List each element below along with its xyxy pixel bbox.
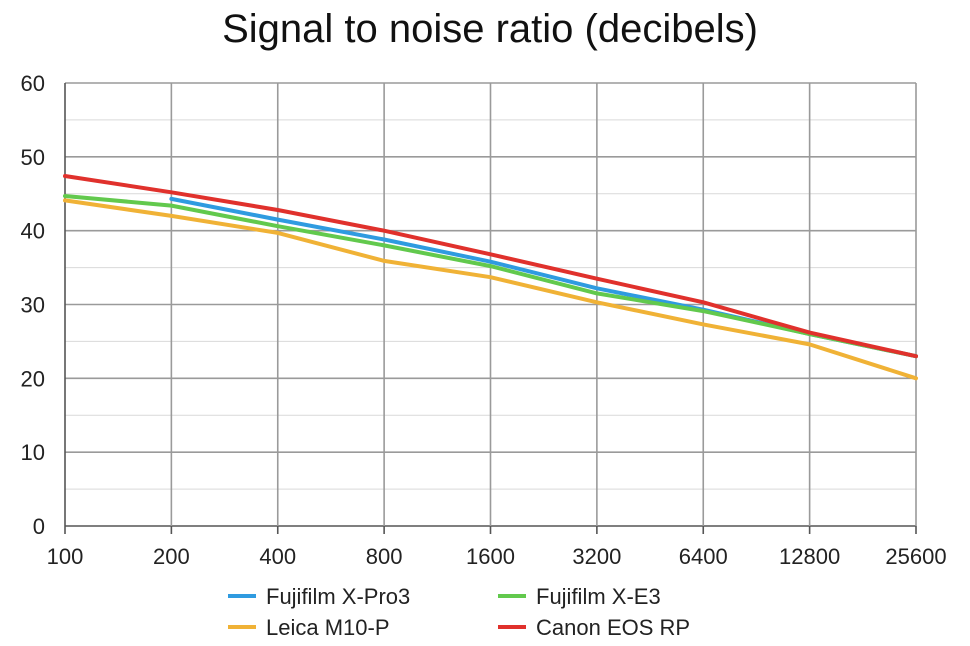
y-tick-label: 10 xyxy=(21,440,45,465)
legend-label-fujifilm-x-e3: Fujifilm X-E3 xyxy=(536,584,661,609)
x-axis-ticks: 100 200 400 800 1600 3200 6400 12800 25600 xyxy=(47,544,947,569)
legend-label-leica-m10-p: Leica M10-P xyxy=(266,615,390,640)
y-tick-label: 50 xyxy=(21,145,45,170)
x-tick-label: 200 xyxy=(153,544,190,569)
chart-title: Signal to noise ratio (decibels) xyxy=(222,7,758,51)
x-tick-label: 1600 xyxy=(466,544,515,569)
y-tick-label: 20 xyxy=(21,366,45,391)
grid xyxy=(64,82,917,534)
y-axis-ticks: 0 10 20 30 40 50 60 xyxy=(21,71,45,539)
legend-label-fujifilm-x-pro3: Fujifilm X-Pro3 xyxy=(266,584,410,609)
legend: Fujifilm X-Pro3 Fujifilm X-E3 Leica M10-P C… xyxy=(228,584,690,640)
x-tick-label: 400 xyxy=(259,544,296,569)
y-tick-label: 40 xyxy=(21,219,45,244)
x-tick-label: 12800 xyxy=(779,544,840,569)
series-line-canon-eos-rp xyxy=(63,174,918,359)
y-tick-label: 60 xyxy=(21,71,45,96)
y-tick-label: 0 xyxy=(33,514,45,539)
x-tick-label: 100 xyxy=(47,544,84,569)
x-tick-label: 6400 xyxy=(679,544,728,569)
series-line-leica-m10-p xyxy=(63,198,918,381)
legend-label-canon-eos-rp: Canon EOS RP xyxy=(536,615,690,640)
x-tick-label: 800 xyxy=(366,544,403,569)
x-tick-label: 3200 xyxy=(572,544,621,569)
series-lines xyxy=(63,174,918,381)
y-tick-label: 30 xyxy=(21,293,45,318)
x-tick-label: 25600 xyxy=(885,544,946,569)
series-line-fujifilm-x-e3 xyxy=(63,194,918,359)
